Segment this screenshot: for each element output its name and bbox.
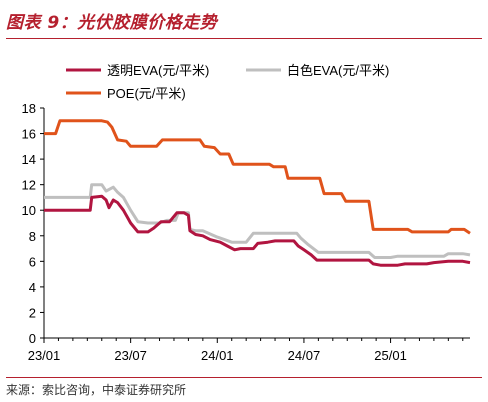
series-line-transparent-eva xyxy=(44,194,471,267)
legend-label-white-eva: 白色EVA(元/平米) xyxy=(287,63,389,78)
y-tick-label: 18 xyxy=(22,101,36,116)
series-line-white-eva xyxy=(44,183,471,259)
chart-legend: 透明EVA(元/平米) 白色EVA(元/平米) POE(元/平米) xyxy=(66,63,389,101)
x-tick-label: 24/07 xyxy=(288,348,321,363)
chart-title: 图表 9：光伏胶膜价格走势 xyxy=(6,13,218,33)
series-line-poe xyxy=(44,119,471,235)
x-tick-label: 23/01 xyxy=(28,348,61,363)
x-tick-label: 24/01 xyxy=(201,348,234,363)
y-tick-label: 8 xyxy=(29,229,36,244)
source-divider xyxy=(6,377,482,378)
y-tick-label: 14 xyxy=(22,152,36,167)
chart-series xyxy=(44,119,471,267)
y-tick-label: 12 xyxy=(22,178,36,193)
y-tick-label: 6 xyxy=(29,254,36,269)
y-tick-label: 16 xyxy=(22,127,36,142)
x-tick-label: 25/01 xyxy=(374,348,407,363)
chart-axes: 0 2 4 6 8 10 12 14 16 18 23/01 23/07 24/01 24/07 25/01 xyxy=(22,101,470,363)
y-tick-label: 10 xyxy=(22,203,36,218)
y-tick-label: 2 xyxy=(29,305,36,320)
source-note: 来源：索比咨询，中泰证券研究所 xyxy=(6,383,187,397)
title-divider xyxy=(6,38,482,39)
legend-label-poe: POE(元/平米) xyxy=(107,86,186,101)
y-tick-label: 4 xyxy=(29,280,36,295)
y-tick-label: 0 xyxy=(29,331,36,346)
legend-label-transparent-eva: 透明EVA(元/平米) xyxy=(107,63,209,78)
x-tick-label: 23/07 xyxy=(114,348,147,363)
